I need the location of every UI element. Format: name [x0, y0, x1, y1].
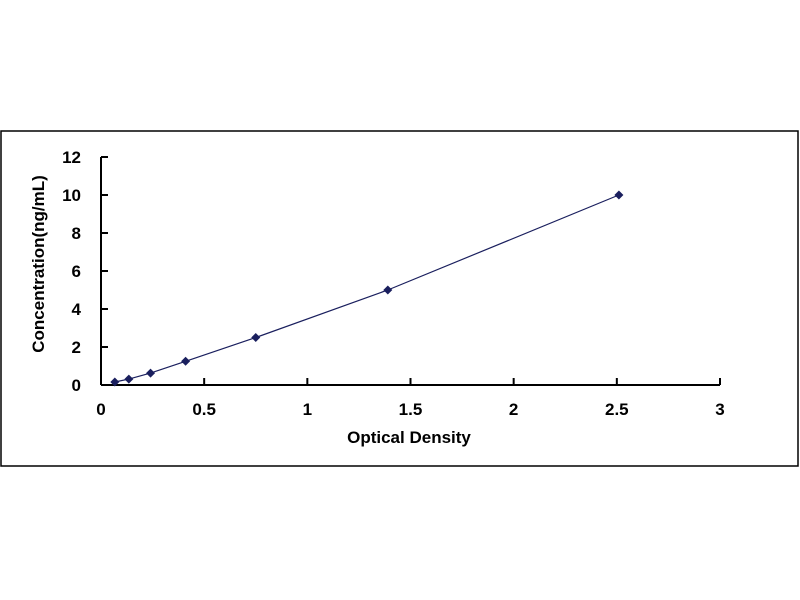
x-tick-label: 1.5	[399, 400, 423, 419]
chart-frame	[0, 130, 799, 467]
y-tick-label: 12	[62, 148, 81, 167]
x-axis-label: Optical Density	[347, 428, 471, 447]
data-point	[251, 333, 261, 342]
x-tick-label: 0	[96, 400, 105, 419]
x-tick-label: 0.5	[192, 400, 216, 419]
data-point	[124, 374, 134, 384]
x-tick-label: 3	[715, 400, 724, 419]
y-tick-label: 0	[72, 376, 81, 395]
y-tick-label: 4	[72, 300, 82, 319]
data-point	[383, 285, 393, 295]
y-axis-label: Concentration(ng/mL)	[29, 175, 48, 353]
y-tick-label: 8	[72, 224, 81, 243]
data-point	[614, 190, 624, 200]
data-point	[146, 368, 156, 378]
data-point	[110, 377, 120, 387]
x-tick-label: 1	[303, 400, 312, 419]
y-tick-label: 10	[62, 186, 81, 205]
y-tick-label: 6	[72, 262, 81, 281]
data-point	[181, 356, 191, 366]
x-tick-label: 2	[509, 400, 518, 419]
x-tick-label: 2.5	[605, 400, 629, 419]
y-tick-label: 2	[72, 338, 81, 357]
